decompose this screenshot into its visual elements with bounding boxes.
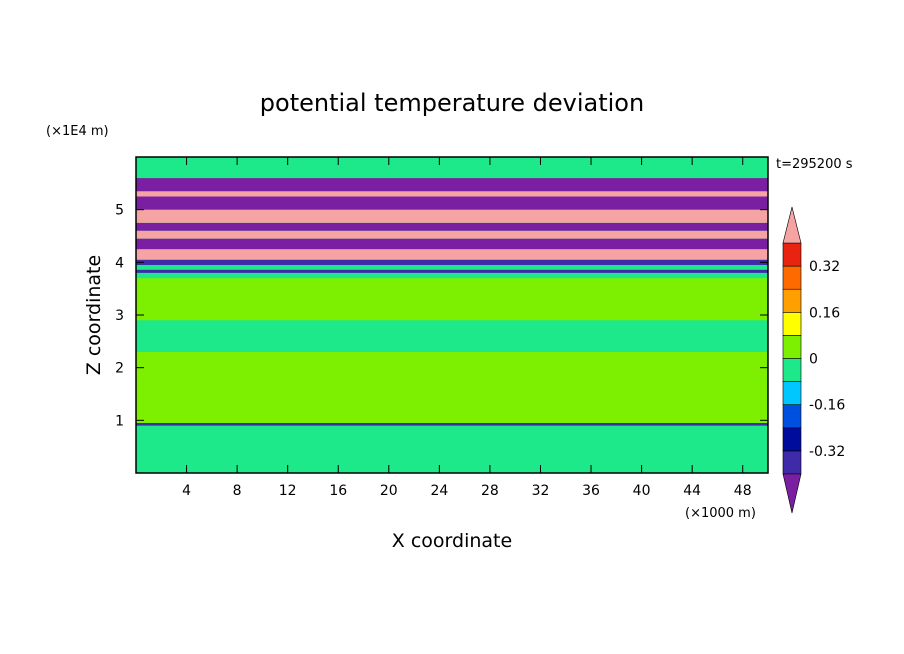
time-label: t=295200 s [776,157,853,172]
y-unit-label: (×1E4 m) [46,124,109,139]
contour-band [136,269,768,273]
colorbar-swatch [782,265,802,290]
contour-band [136,222,768,231]
colorbar-swatch [782,335,802,359]
contour-band [136,259,768,265]
colorbar-tick-label: 0.16 [809,305,840,321]
plot-area [136,157,768,473]
colorbar-swatch [782,381,802,406]
colorbar-swatch [782,358,802,382]
x-tick-label: 28 [481,483,499,499]
y-tick-label: 5 [115,203,124,219]
contour-band [136,351,768,423]
colorbar-tick-label: 0 [809,352,818,368]
x-tick-label: 36 [582,483,600,499]
y-tick-label: 1 [115,413,124,429]
x-tick-label: 8 [233,483,242,499]
colorbar-tick-label: -0.32 [809,444,845,460]
x-tick-label: 24 [430,483,448,499]
x-tick-label: 40 [633,483,651,499]
x-tick-label: 12 [279,483,297,499]
y-tick-label: 2 [115,361,124,377]
colorbar-max-arrow [782,206,802,244]
y-tick-label: 4 [115,255,124,271]
colorbar: -0.32 -0.16 0 0.16 0.32 [782,206,845,514]
contour-band [136,157,768,179]
contour-band [136,230,768,239]
colorbar-swatch [782,288,802,313]
y-tick-label: 3 [115,308,124,324]
x-tick-label: 48 [734,483,752,499]
x-tick-label: 44 [683,483,701,499]
y-axis-label: Z coordinate [83,255,105,375]
contour-band [136,196,768,210]
colorbar-min-arrow [782,473,802,514]
x-axis-label: X coordinate [392,530,512,552]
contour-band [136,191,768,197]
x-tick-label: 20 [380,483,398,499]
contour-band [136,272,768,279]
y-axis-ticks: 1 2 3 4 5 [115,203,768,429]
contour-band [136,178,768,192]
contour-band [136,209,768,223]
colorbar-swatch [782,450,802,475]
contour-band [136,425,768,473]
x-axis-ticks: 4 8 12 16 20 24 28 32 36 40 44 48 [182,157,752,499]
x-unit-label: (×1000 m) [685,506,756,521]
contour-band [136,278,768,321]
contour-band [136,238,768,250]
colorbar-swatch [782,311,802,336]
contour-band [136,422,768,426]
x-tick-label: 16 [329,483,347,499]
x-tick-label: 32 [532,483,550,499]
plot-frame [135,156,769,474]
colorbar-swatch [782,427,802,452]
colorbar-tick-label: -0.16 [809,398,845,414]
contour-band [136,320,768,352]
x-tick-label: 4 [182,483,191,499]
contour-band [136,249,768,260]
colorbar-tick-label: 0.32 [809,259,840,275]
contour-band [136,264,768,270]
colorbar-swatch [782,242,802,267]
chart-title: potential temperature deviation [260,89,644,117]
colorbar-swatch [782,404,802,429]
